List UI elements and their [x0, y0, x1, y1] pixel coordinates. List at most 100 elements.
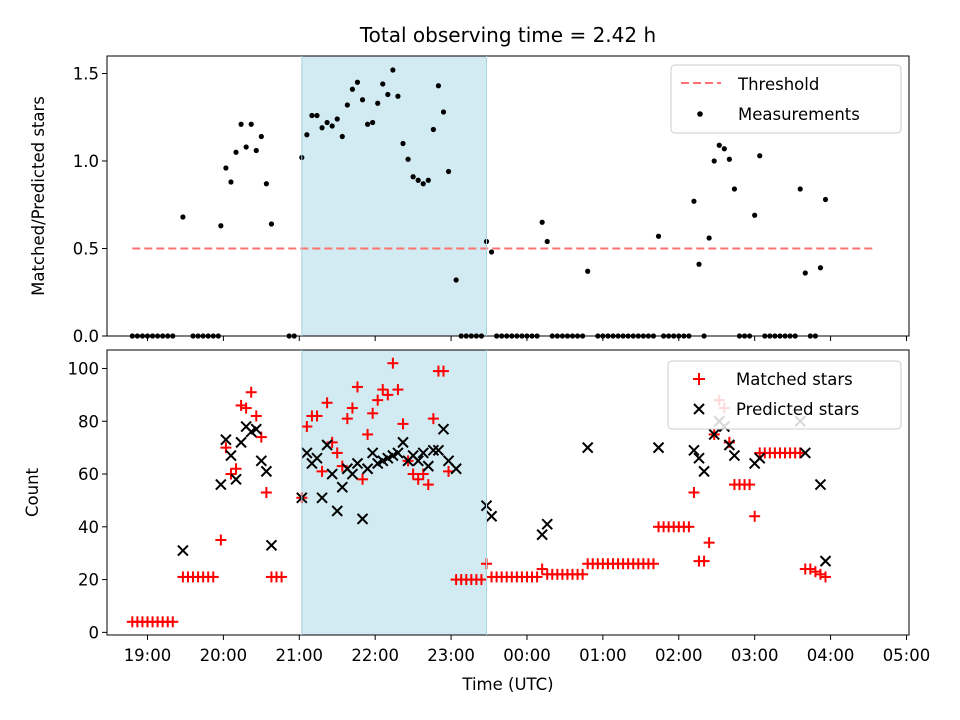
predicted-star-point — [814, 478, 827, 491]
matched-star-point — [577, 568, 589, 580]
legend-predicted-label: Predicted stars — [736, 400, 859, 419]
y-tick-label: 0 — [89, 623, 100, 642]
measurement-point — [802, 270, 808, 276]
measurement-point — [364, 121, 371, 127]
y-tick-label: 20 — [78, 571, 99, 590]
matched-star-point — [683, 521, 695, 533]
measurement-point — [253, 147, 259, 154]
measurement-point — [329, 123, 335, 129]
x-tick-label: 03:00 — [731, 646, 779, 665]
measurement-point — [696, 261, 702, 267]
count-panel-y-axis-label: Count — [23, 467, 42, 517]
predicted-star-point — [723, 439, 736, 451]
matched-star-point — [749, 510, 761, 522]
measurement-point — [822, 196, 829, 203]
predicted-star-point — [819, 555, 832, 567]
matched-stars-series — [126, 357, 832, 628]
matched-star-point — [397, 418, 409, 430]
matched-star-point — [744, 479, 756, 491]
predicted-star-point — [581, 441, 594, 454]
measurement-point — [375, 100, 381, 106]
matched-star-point — [647, 558, 659, 570]
matched-star-point — [207, 571, 219, 583]
predicted-star-point — [311, 452, 323, 464]
measurement-point — [721, 146, 727, 152]
predicted-star-point — [177, 544, 189, 557]
measurement-point — [757, 153, 763, 159]
legend-predicted-swatch — [693, 403, 705, 415]
legend-matched-label: Matched stars — [736, 370, 853, 389]
y-tick-label: 60 — [78, 465, 99, 484]
measurements-series — [129, 67, 829, 339]
count-panel-x-ticks: 19:00 20:00 21:00 22:00 23:00 00:00 01:00 02:00… — [124, 635, 930, 665]
predicted-star-point — [331, 505, 343, 517]
predicted-star-point — [688, 444, 700, 456]
legend-matched-swatch — [693, 373, 705, 385]
measurement-point — [726, 156, 732, 162]
matched-star-point — [814, 568, 826, 580]
measurement-point — [370, 119, 376, 126]
measurement-point — [425, 177, 431, 183]
predicted-star-point — [693, 452, 705, 464]
matched-star-point — [536, 563, 548, 575]
measurement-point — [344, 102, 350, 108]
predicted-star-point — [432, 444, 445, 456]
measurement-point — [228, 179, 234, 185]
measurement-point — [817, 265, 824, 271]
count-panel-legend: Matched stars Predicted stars — [667, 360, 902, 430]
measurement-point — [752, 212, 758, 218]
x-tick-label: 23:00 — [427, 646, 475, 665]
measurement-point — [395, 93, 401, 99]
matched-star-point — [311, 410, 323, 422]
predicted-star-point — [392, 447, 404, 459]
measurement-point — [319, 125, 325, 131]
predicted-star-point — [215, 478, 227, 491]
matched-star-point — [422, 479, 434, 491]
matched-star-point — [392, 384, 404, 396]
measurement-point — [539, 219, 545, 225]
measurement-point — [238, 121, 244, 127]
matched-star-point — [250, 410, 262, 422]
predicted-star-point — [698, 465, 710, 478]
matched-star-point — [531, 571, 543, 583]
matched-star-point — [351, 381, 363, 393]
matched-star-point — [260, 487, 272, 498]
matched-star-point — [357, 473, 369, 485]
measurement-point — [354, 79, 361, 85]
x-tick-label: 21:00 — [275, 646, 323, 665]
matched-star-point — [276, 571, 288, 583]
predicted-star-point — [220, 434, 232, 446]
predicted-star-point — [485, 510, 498, 522]
predicted-star-point — [728, 449, 741, 462]
predicted-star-point — [417, 447, 429, 459]
measurement-point — [706, 235, 712, 241]
count-panel-observing-span — [301, 350, 487, 635]
predicted-star-point — [351, 457, 364, 470]
matched-star-point — [367, 407, 379, 419]
matched-star-point — [804, 563, 816, 575]
predicted-star-point — [536, 529, 548, 541]
predicted-star-point — [366, 447, 379, 459]
predicted-star-point — [541, 518, 553, 530]
measurement-point — [655, 233, 662, 239]
measurement-point — [731, 186, 738, 192]
measurement-point — [233, 149, 239, 155]
y-tick-label: 0.0 — [73, 327, 99, 346]
matched-star-point — [331, 447, 343, 459]
predicted-star-point — [336, 481, 348, 493]
predicted-star-point — [265, 539, 278, 551]
matched-star-point — [240, 402, 252, 414]
predicted-star-point — [708, 428, 720, 441]
predicted-star-point — [422, 460, 435, 472]
measurement-point — [390, 67, 396, 73]
x-tick-label: 04:00 — [807, 646, 855, 665]
measurement-point — [797, 186, 803, 192]
measurement-point — [453, 277, 459, 283]
measurement-point — [415, 177, 421, 183]
measurement-point — [405, 156, 411, 162]
matched-star-point — [475, 574, 487, 586]
ratio-panel-x-ticks — [146, 336, 907, 341]
predicted-star-point — [235, 436, 247, 449]
predicted-star-point — [346, 468, 359, 480]
